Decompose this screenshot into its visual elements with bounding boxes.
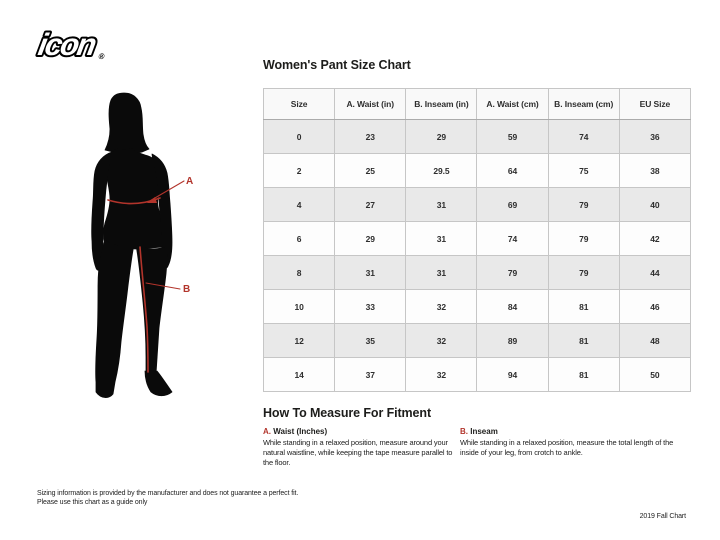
table-cell: 32 bbox=[405, 289, 478, 324]
table-cell: 42 bbox=[618, 221, 692, 256]
table-cell: 50 bbox=[618, 357, 692, 392]
table-cell: 75 bbox=[547, 153, 620, 188]
waist-marker-a: A. bbox=[263, 427, 271, 436]
table-body: 0 23 29 59 74 36 2 25 29.5 64 75 38 4 27 31 69 79 40 6 29 31… bbox=[262, 119, 692, 392]
table-cell: 29 bbox=[334, 221, 407, 256]
inseam-instruction-title: B. Inseam bbox=[460, 427, 685, 436]
column-header: A. Waist (in) bbox=[334, 88, 407, 120]
table-cell: 29.5 bbox=[405, 153, 478, 188]
inseam-instruction-title-text: Inseam bbox=[470, 427, 498, 436]
table-row: 8 31 31 79 79 44 bbox=[262, 255, 692, 290]
table-cell: 37 bbox=[334, 357, 407, 392]
table-cell: 33 bbox=[334, 289, 407, 324]
table-cell: 36 bbox=[618, 119, 692, 154]
inseam-instruction-description: While standing in a relaxed position, me… bbox=[460, 438, 674, 457]
table-cell: 31 bbox=[405, 255, 478, 290]
inseam-label-b: B bbox=[183, 284, 190, 295]
table-cell: 38 bbox=[618, 153, 692, 188]
table-cell: 8 bbox=[262, 255, 336, 290]
disclaimer-line-1: Sizing information is provided by the ma… bbox=[37, 490, 299, 497]
logo-wordmark: icon bbox=[36, 27, 99, 62]
table-cell: 27 bbox=[334, 187, 407, 222]
table-cell: 14 bbox=[262, 357, 336, 392]
table-cell: 31 bbox=[334, 255, 407, 290]
table-cell: 31 bbox=[405, 221, 478, 256]
table-cell: 48 bbox=[618, 323, 692, 358]
table-header: Size A. Waist (in) B. Inseam (in) A. Waist … bbox=[262, 88, 692, 120]
body-silhouette-figure: A B bbox=[91, 92, 193, 398]
size-chart-table: Size A. Waist (in) B. Inseam (in) A. Waist … bbox=[262, 88, 692, 392]
waist-measure-callout: A bbox=[107, 176, 193, 205]
table-row: 14 37 32 94 81 50 bbox=[262, 357, 692, 392]
how-to-measure-section: How To Measure For Fitment A. Waist (Inc… bbox=[263, 406, 695, 468]
table-cell: 81 bbox=[547, 289, 620, 324]
inseam-measure-line bbox=[139, 246, 149, 373]
table-cell: 25 bbox=[334, 153, 407, 188]
table-cell: 79 bbox=[547, 255, 620, 290]
table-cell: 32 bbox=[405, 357, 478, 392]
column-header: B. Inseam (cm) bbox=[547, 88, 620, 120]
table-cell: 44 bbox=[618, 255, 692, 290]
how-to-measure-heading: How To Measure For Fitment bbox=[263, 406, 432, 420]
table-cell: 79 bbox=[547, 221, 620, 256]
registered-trademark-symbol: ® bbox=[98, 52, 106, 61]
waist-instruction-title-text: Waist (Inches) bbox=[273, 427, 328, 436]
table-cell: 94 bbox=[476, 357, 549, 392]
waist-instruction-description: While standing in a relaxed position, me… bbox=[263, 438, 453, 467]
column-header: EU Size bbox=[618, 88, 692, 120]
waist-instruction-block: A. Waist (Inches) While standing in a re… bbox=[263, 427, 460, 468]
table-cell: 84 bbox=[476, 289, 549, 324]
table-row: 2 25 29.5 64 75 38 bbox=[262, 153, 692, 188]
inseam-marker-b: B. bbox=[460, 427, 468, 436]
table-cell: 0 bbox=[262, 119, 336, 154]
table-row: 6 29 31 74 79 42 bbox=[262, 221, 692, 256]
table-row: 4 27 31 69 79 40 bbox=[262, 187, 692, 222]
table-cell: 40 bbox=[618, 187, 692, 222]
table-cell: 46 bbox=[618, 289, 692, 324]
table-cell: 10 bbox=[262, 289, 336, 324]
waist-leader-arrowhead bbox=[147, 197, 157, 203]
disclaimer-line-2: Please use this chart as a guide only bbox=[37, 499, 148, 506]
table-cell: 23 bbox=[334, 119, 407, 154]
column-header: A. Waist (cm) bbox=[476, 88, 549, 120]
female-silhouette bbox=[91, 92, 173, 398]
table-cell: 4 bbox=[262, 187, 336, 222]
column-header: B. Inseam (in) bbox=[405, 88, 478, 120]
inseam-instruction-block: B. Inseam While standing in a relaxed po… bbox=[460, 427, 685, 468]
inseam-leader-line bbox=[145, 282, 181, 290]
table-cell: 31 bbox=[405, 187, 478, 222]
table-cell: 79 bbox=[547, 187, 620, 222]
sizing-disclaimer: Sizing information is provided by the ma… bbox=[37, 489, 298, 507]
table-row: 10 33 32 84 81 46 bbox=[262, 289, 692, 324]
table-header-row: Size A. Waist (in) B. Inseam (in) A. Waist … bbox=[262, 88, 692, 120]
table-cell: 6 bbox=[262, 221, 336, 256]
table-cell: 74 bbox=[476, 221, 549, 256]
table-cell: 32 bbox=[405, 323, 478, 358]
waist-instruction-title: A. Waist (Inches) bbox=[263, 427, 460, 436]
table-row: 0 23 29 59 74 36 bbox=[262, 119, 692, 154]
table-cell: 79 bbox=[476, 255, 549, 290]
table-cell: 74 bbox=[547, 119, 620, 154]
icon-brand-logo: icon ® bbox=[34, 26, 106, 64]
table-cell: 59 bbox=[476, 119, 549, 154]
table-cell: 81 bbox=[547, 323, 620, 358]
table-cell: 69 bbox=[476, 187, 549, 222]
table-cell: 81 bbox=[547, 357, 620, 392]
table-cell: 89 bbox=[476, 323, 549, 358]
waist-label-a: A bbox=[186, 176, 193, 187]
table-cell: 64 bbox=[476, 153, 549, 188]
how-to-measure-columns: A. Waist (Inches) While standing in a re… bbox=[263, 427, 695, 468]
table-cell: 12 bbox=[262, 323, 336, 358]
chart-edition-label: 2019 Fall Chart bbox=[639, 513, 686, 520]
column-header: Size bbox=[262, 88, 336, 120]
inseam-measure-callout: B bbox=[139, 246, 190, 373]
table-row: 12 35 32 89 81 48 bbox=[262, 323, 692, 358]
table-cell: 2 bbox=[262, 153, 336, 188]
page-title: Women's Pant Size Chart bbox=[263, 58, 411, 72]
table-cell: 35 bbox=[334, 323, 407, 358]
table-cell: 29 bbox=[405, 119, 478, 154]
